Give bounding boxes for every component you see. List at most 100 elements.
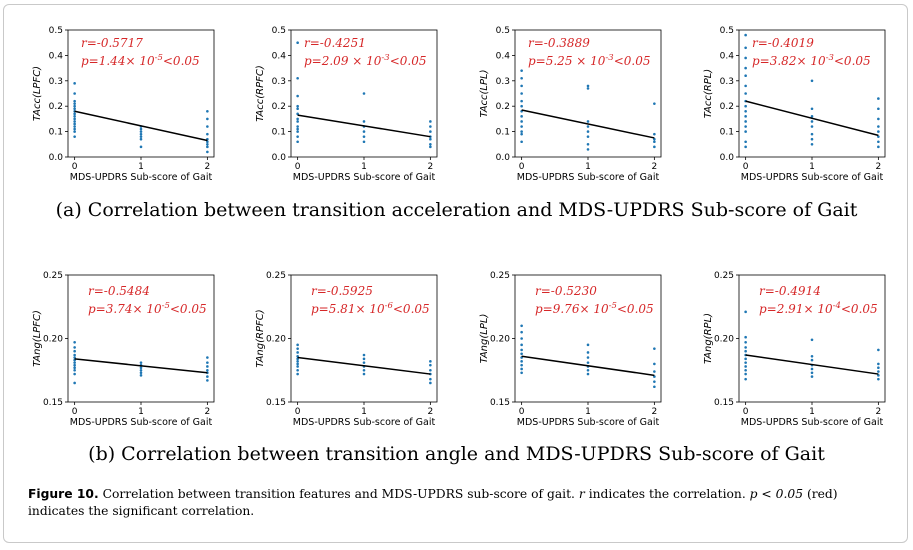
data-point [744,33,747,37]
data-point [877,362,880,366]
x-axis-label: MDS-UPDRS Sub-score of Gait [70,172,213,183]
x-tick-label: 0 [519,407,525,417]
p-value: p=1.44× 10-5<0.05 [81,53,200,68]
p-value: p=5.25 × 10-3<0.05 [528,53,650,68]
y-tick-label: 0.2 [272,102,286,112]
x-tick-label: 2 [204,162,210,172]
data-point [810,367,814,371]
data-point [73,115,76,118]
data-point [429,130,432,133]
x-tick-label: 2 [875,407,881,417]
data-point [429,125,432,128]
data-point [586,351,590,354]
data-point [586,368,590,372]
data-point [810,338,814,342]
data-point [586,361,590,364]
data-point [73,112,76,116]
regression-line [521,109,655,139]
data-point [520,69,523,72]
data-point [362,368,366,372]
data-point [73,117,76,121]
data-point [520,352,523,356]
regression-line [297,356,431,375]
y-axis-label: TAng(RPFC) [255,309,266,367]
data-point [429,145,432,149]
y-tick-label: 0.1 [272,128,286,138]
data-point [744,365,747,368]
y-axis-label: TAng(LPL) [479,314,490,364]
caption-b: (b) Correlation between transition angle… [88,443,825,465]
data-point [429,368,432,372]
data-point [73,363,76,367]
data-point [296,107,299,111]
data-point [744,145,747,149]
data-point [139,145,143,149]
data-point [520,367,523,371]
data-point [73,120,76,123]
data-point [139,374,143,377]
data-point [362,130,366,133]
data-point [744,115,747,118]
data-point [744,335,747,339]
x-tick-label: 2 [875,162,881,172]
data-point [744,74,747,78]
data-point [520,104,523,108]
y-tick-label: 0.3 [49,77,63,87]
data-point [296,372,299,376]
data-point [586,148,590,151]
data-point [139,132,143,136]
data-point [73,381,76,385]
data-point [429,363,432,367]
x-tick-label: 0 [295,407,301,417]
data-point [362,357,366,361]
data-point [744,140,747,144]
y-tick-label: 0.5 [720,26,734,36]
data-point [586,356,590,359]
data-point [206,109,209,113]
data-point [73,130,76,133]
data-point [586,135,590,138]
x-tick-label: 2 [651,407,657,417]
scatter-panel-4: 0.0 0.1 0.2 0.3 0.4 0.5 0 1 2 MDS-UPDRS Sub-score… [703,26,886,183]
x-tick-label: 2 [427,162,433,172]
p-value-exponent: -5 [162,301,170,311]
data-point [586,84,590,88]
data-point [429,377,432,381]
y-tick-label: 0.15 [714,398,734,408]
data-point [810,125,814,128]
p-value-exponent: -5 [609,301,617,311]
x-axis-label: MDS-UPDRS Sub-score of Gait [517,417,660,428]
data-point [296,41,299,44]
x-tick-label: 1 [809,162,815,172]
data-point [362,372,366,376]
y-tick-label: 0.1 [720,128,734,138]
y-tick-label: 0.15 [43,398,63,408]
p-value: p=9.76× 10-5<0.05 [535,301,654,316]
data-point [296,94,299,98]
data-point [877,125,880,128]
p-value-base: p=1.44× 10 [81,54,155,68]
data-point [520,99,523,103]
data-point [520,363,523,367]
y-axis-label: TAng(RPL) [703,313,714,364]
x-tick-label: 1 [585,162,591,172]
scatter-panel-7: 0.15 0.20 0.25 0 1 2 MDS-UPDRS Sub-score of Ga… [479,271,662,428]
data-point [520,337,523,340]
data-point [520,343,523,347]
data-point [520,115,523,118]
x-tick-label: 0 [72,162,78,172]
scatter-panel-8: 0.15 0.20 0.25 0 1 2 MDS-UPDRS Sub-score of Ga… [703,271,886,428]
data-point [520,132,523,136]
figure-caption: Figure 10. Correlation between transitio… [28,486,888,520]
data-point [810,137,814,141]
data-point [653,145,656,149]
p-value-threshold: <0.05 [834,54,871,68]
x-tick-label: 1 [361,407,367,417]
p-value-threshold: <0.05 [163,54,200,68]
p-value: p=2.09 × 10-3<0.05 [304,53,426,68]
data-point [206,379,209,382]
data-point [139,130,143,133]
